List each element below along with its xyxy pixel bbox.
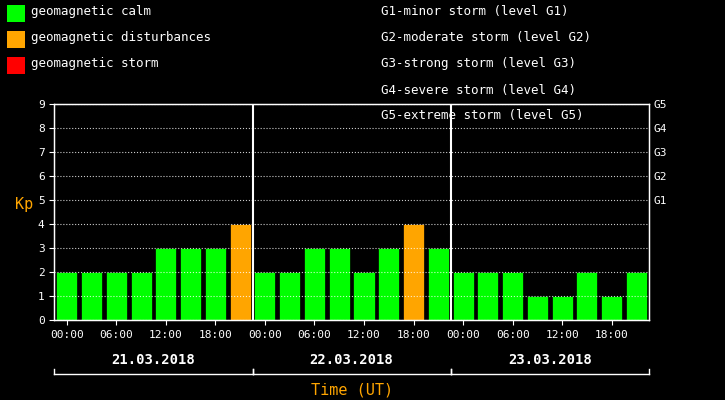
Bar bbox=[502, 272, 523, 320]
Bar bbox=[403, 224, 424, 320]
Text: 23.03.2018: 23.03.2018 bbox=[508, 353, 592, 367]
Text: G5-extreme storm (level G5): G5-extreme storm (level G5) bbox=[381, 110, 583, 122]
Bar bbox=[106, 272, 127, 320]
Text: G3-strong storm (level G3): G3-strong storm (level G3) bbox=[381, 58, 576, 70]
Text: G1-minor storm (level G1): G1-minor storm (level G1) bbox=[381, 6, 568, 18]
Bar bbox=[527, 296, 548, 320]
Text: 22.03.2018: 22.03.2018 bbox=[310, 353, 394, 367]
Bar bbox=[626, 272, 647, 320]
Bar bbox=[452, 272, 473, 320]
Text: geomagnetic calm: geomagnetic calm bbox=[31, 6, 152, 18]
Text: geomagnetic disturbances: geomagnetic disturbances bbox=[31, 32, 211, 44]
Bar bbox=[180, 248, 201, 320]
Bar bbox=[477, 272, 498, 320]
Bar bbox=[130, 272, 152, 320]
Bar bbox=[328, 248, 349, 320]
Bar bbox=[428, 248, 449, 320]
Bar bbox=[57, 272, 78, 320]
Bar bbox=[205, 248, 226, 320]
Bar bbox=[155, 248, 176, 320]
Text: G4-severe storm (level G4): G4-severe storm (level G4) bbox=[381, 84, 576, 96]
Bar bbox=[576, 272, 597, 320]
Y-axis label: Kp: Kp bbox=[15, 197, 33, 212]
Bar bbox=[552, 296, 573, 320]
Bar bbox=[254, 272, 276, 320]
Bar bbox=[230, 224, 251, 320]
Bar bbox=[354, 272, 375, 320]
Bar bbox=[81, 272, 102, 320]
Bar bbox=[279, 272, 300, 320]
Bar bbox=[304, 248, 325, 320]
Bar bbox=[601, 296, 622, 320]
Bar bbox=[378, 248, 399, 320]
Text: Time (UT): Time (UT) bbox=[310, 382, 393, 398]
Text: G2-moderate storm (level G2): G2-moderate storm (level G2) bbox=[381, 32, 591, 44]
Text: 21.03.2018: 21.03.2018 bbox=[112, 353, 195, 367]
Text: geomagnetic storm: geomagnetic storm bbox=[31, 58, 159, 70]
